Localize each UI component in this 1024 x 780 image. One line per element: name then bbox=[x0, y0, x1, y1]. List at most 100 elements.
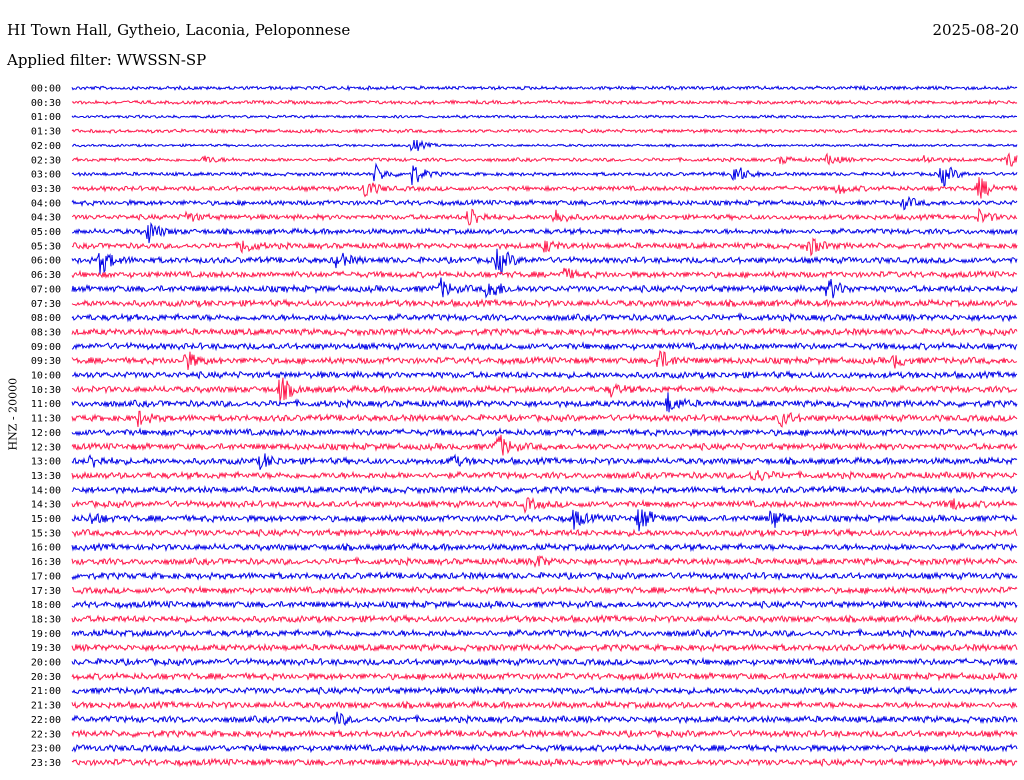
time-label: 03:00 bbox=[31, 170, 61, 181]
trace-row bbox=[71, 114, 1018, 120]
time-label: 22:30 bbox=[31, 729, 61, 740]
trace-row bbox=[71, 341, 1018, 352]
trace-row bbox=[71, 628, 1018, 639]
time-label: 19:00 bbox=[31, 629, 61, 640]
trace-row bbox=[71, 728, 1018, 739]
trace-row bbox=[71, 671, 1018, 682]
time-label: 21:30 bbox=[31, 701, 61, 712]
time-label: 13:30 bbox=[31, 471, 61, 482]
time-label: 22:00 bbox=[31, 715, 61, 726]
trace-row bbox=[71, 585, 1018, 596]
trace-row bbox=[71, 484, 1018, 495]
time-label: 11:00 bbox=[31, 399, 61, 410]
trace-row bbox=[71, 685, 1018, 696]
time-label: 16:30 bbox=[31, 557, 61, 568]
time-label: 05:30 bbox=[31, 241, 61, 252]
trace-row bbox=[71, 127, 1018, 135]
trace-row bbox=[71, 542, 1018, 553]
time-label: 00:00 bbox=[31, 84, 61, 95]
trace-row bbox=[71, 298, 1018, 309]
time-label: 18:30 bbox=[31, 614, 61, 625]
time-label: 15:00 bbox=[31, 514, 61, 525]
time-label: 13:00 bbox=[31, 457, 61, 468]
trace-row bbox=[71, 369, 1018, 380]
trace-row bbox=[71, 248, 1018, 275]
time-label: 10:30 bbox=[31, 385, 61, 396]
time-label: 01:30 bbox=[31, 127, 61, 138]
time-label: 07:30 bbox=[31, 299, 61, 310]
trace-row bbox=[71, 599, 1018, 610]
trace-row bbox=[71, 711, 1018, 727]
time-label: 18:00 bbox=[31, 600, 61, 611]
time-label: 10:00 bbox=[31, 371, 61, 382]
trace-row bbox=[71, 527, 1018, 538]
time-label: 08:30 bbox=[31, 327, 61, 338]
time-label: 03:30 bbox=[31, 184, 61, 195]
time-label: 05:00 bbox=[31, 227, 61, 238]
time-label: 20:00 bbox=[31, 658, 61, 669]
trace-row bbox=[71, 84, 1018, 92]
time-label: 17:30 bbox=[31, 586, 61, 597]
time-label: 17:00 bbox=[31, 571, 61, 582]
time-label: 23:30 bbox=[31, 758, 61, 769]
trace-row bbox=[71, 152, 1018, 167]
time-label: 00:30 bbox=[31, 98, 61, 109]
time-label: 09:30 bbox=[31, 356, 61, 367]
trace-row bbox=[71, 453, 1018, 470]
trace-row bbox=[71, 434, 1018, 456]
time-label: 23:00 bbox=[31, 744, 61, 755]
trace-row bbox=[71, 613, 1018, 624]
time-label: 15:30 bbox=[31, 528, 61, 539]
trace-row bbox=[71, 470, 1018, 482]
time-label: 12:00 bbox=[31, 428, 61, 439]
time-label: 20:30 bbox=[31, 672, 61, 683]
trace-row bbox=[71, 237, 1018, 257]
trace-row bbox=[71, 757, 1018, 768]
trace-row bbox=[71, 350, 1018, 371]
time-label: 07:00 bbox=[31, 284, 61, 295]
trace-row bbox=[71, 656, 1018, 668]
trace-row bbox=[71, 162, 1018, 188]
trace-row bbox=[71, 267, 1018, 280]
record-date: 2025-08-20 bbox=[932, 21, 1019, 39]
filter-label: Applied filter: WWSSN-SP bbox=[7, 51, 207, 69]
time-label: 06:00 bbox=[31, 256, 61, 267]
time-label: 16:00 bbox=[31, 543, 61, 554]
time-label: 01:00 bbox=[31, 112, 61, 123]
time-label: 02:30 bbox=[31, 155, 61, 166]
time-label: 11:30 bbox=[31, 414, 61, 425]
station-title: HI Town Hall, Gytheio, Laconia, Peloponn… bbox=[7, 21, 351, 39]
time-label: 04:30 bbox=[31, 213, 61, 224]
time-label: 06:30 bbox=[31, 270, 61, 281]
trace-row bbox=[71, 392, 1018, 413]
trace-row bbox=[71, 277, 1018, 299]
trace-row bbox=[71, 327, 1018, 337]
trace-row bbox=[71, 312, 1018, 323]
trace-row bbox=[71, 222, 1018, 244]
trace-row bbox=[71, 642, 1018, 653]
trace-row bbox=[71, 195, 1018, 211]
time-label: 14:00 bbox=[31, 485, 61, 496]
trace-row bbox=[71, 427, 1018, 438]
trace-row bbox=[71, 509, 1018, 532]
trace-row bbox=[71, 742, 1018, 754]
trace-row bbox=[71, 410, 1018, 428]
trace-row bbox=[71, 570, 1018, 581]
time-label: 21:00 bbox=[31, 686, 61, 697]
trace-row bbox=[71, 139, 1018, 152]
trace-row bbox=[71, 207, 1018, 226]
time-label: 14:30 bbox=[31, 500, 61, 511]
trace-row bbox=[71, 496, 1018, 515]
time-label: 09:00 bbox=[31, 342, 61, 353]
time-label: 19:30 bbox=[31, 643, 61, 654]
time-label: 08:00 bbox=[31, 313, 61, 324]
time-label: 04:00 bbox=[31, 198, 61, 209]
trace-row bbox=[71, 555, 1018, 568]
trace-row bbox=[71, 177, 1018, 199]
time-label: 02:00 bbox=[31, 141, 61, 152]
trace-row bbox=[71, 377, 1018, 402]
trace-row bbox=[71, 98, 1018, 106]
trace-row bbox=[71, 699, 1018, 710]
time-label: 12:30 bbox=[31, 442, 61, 453]
